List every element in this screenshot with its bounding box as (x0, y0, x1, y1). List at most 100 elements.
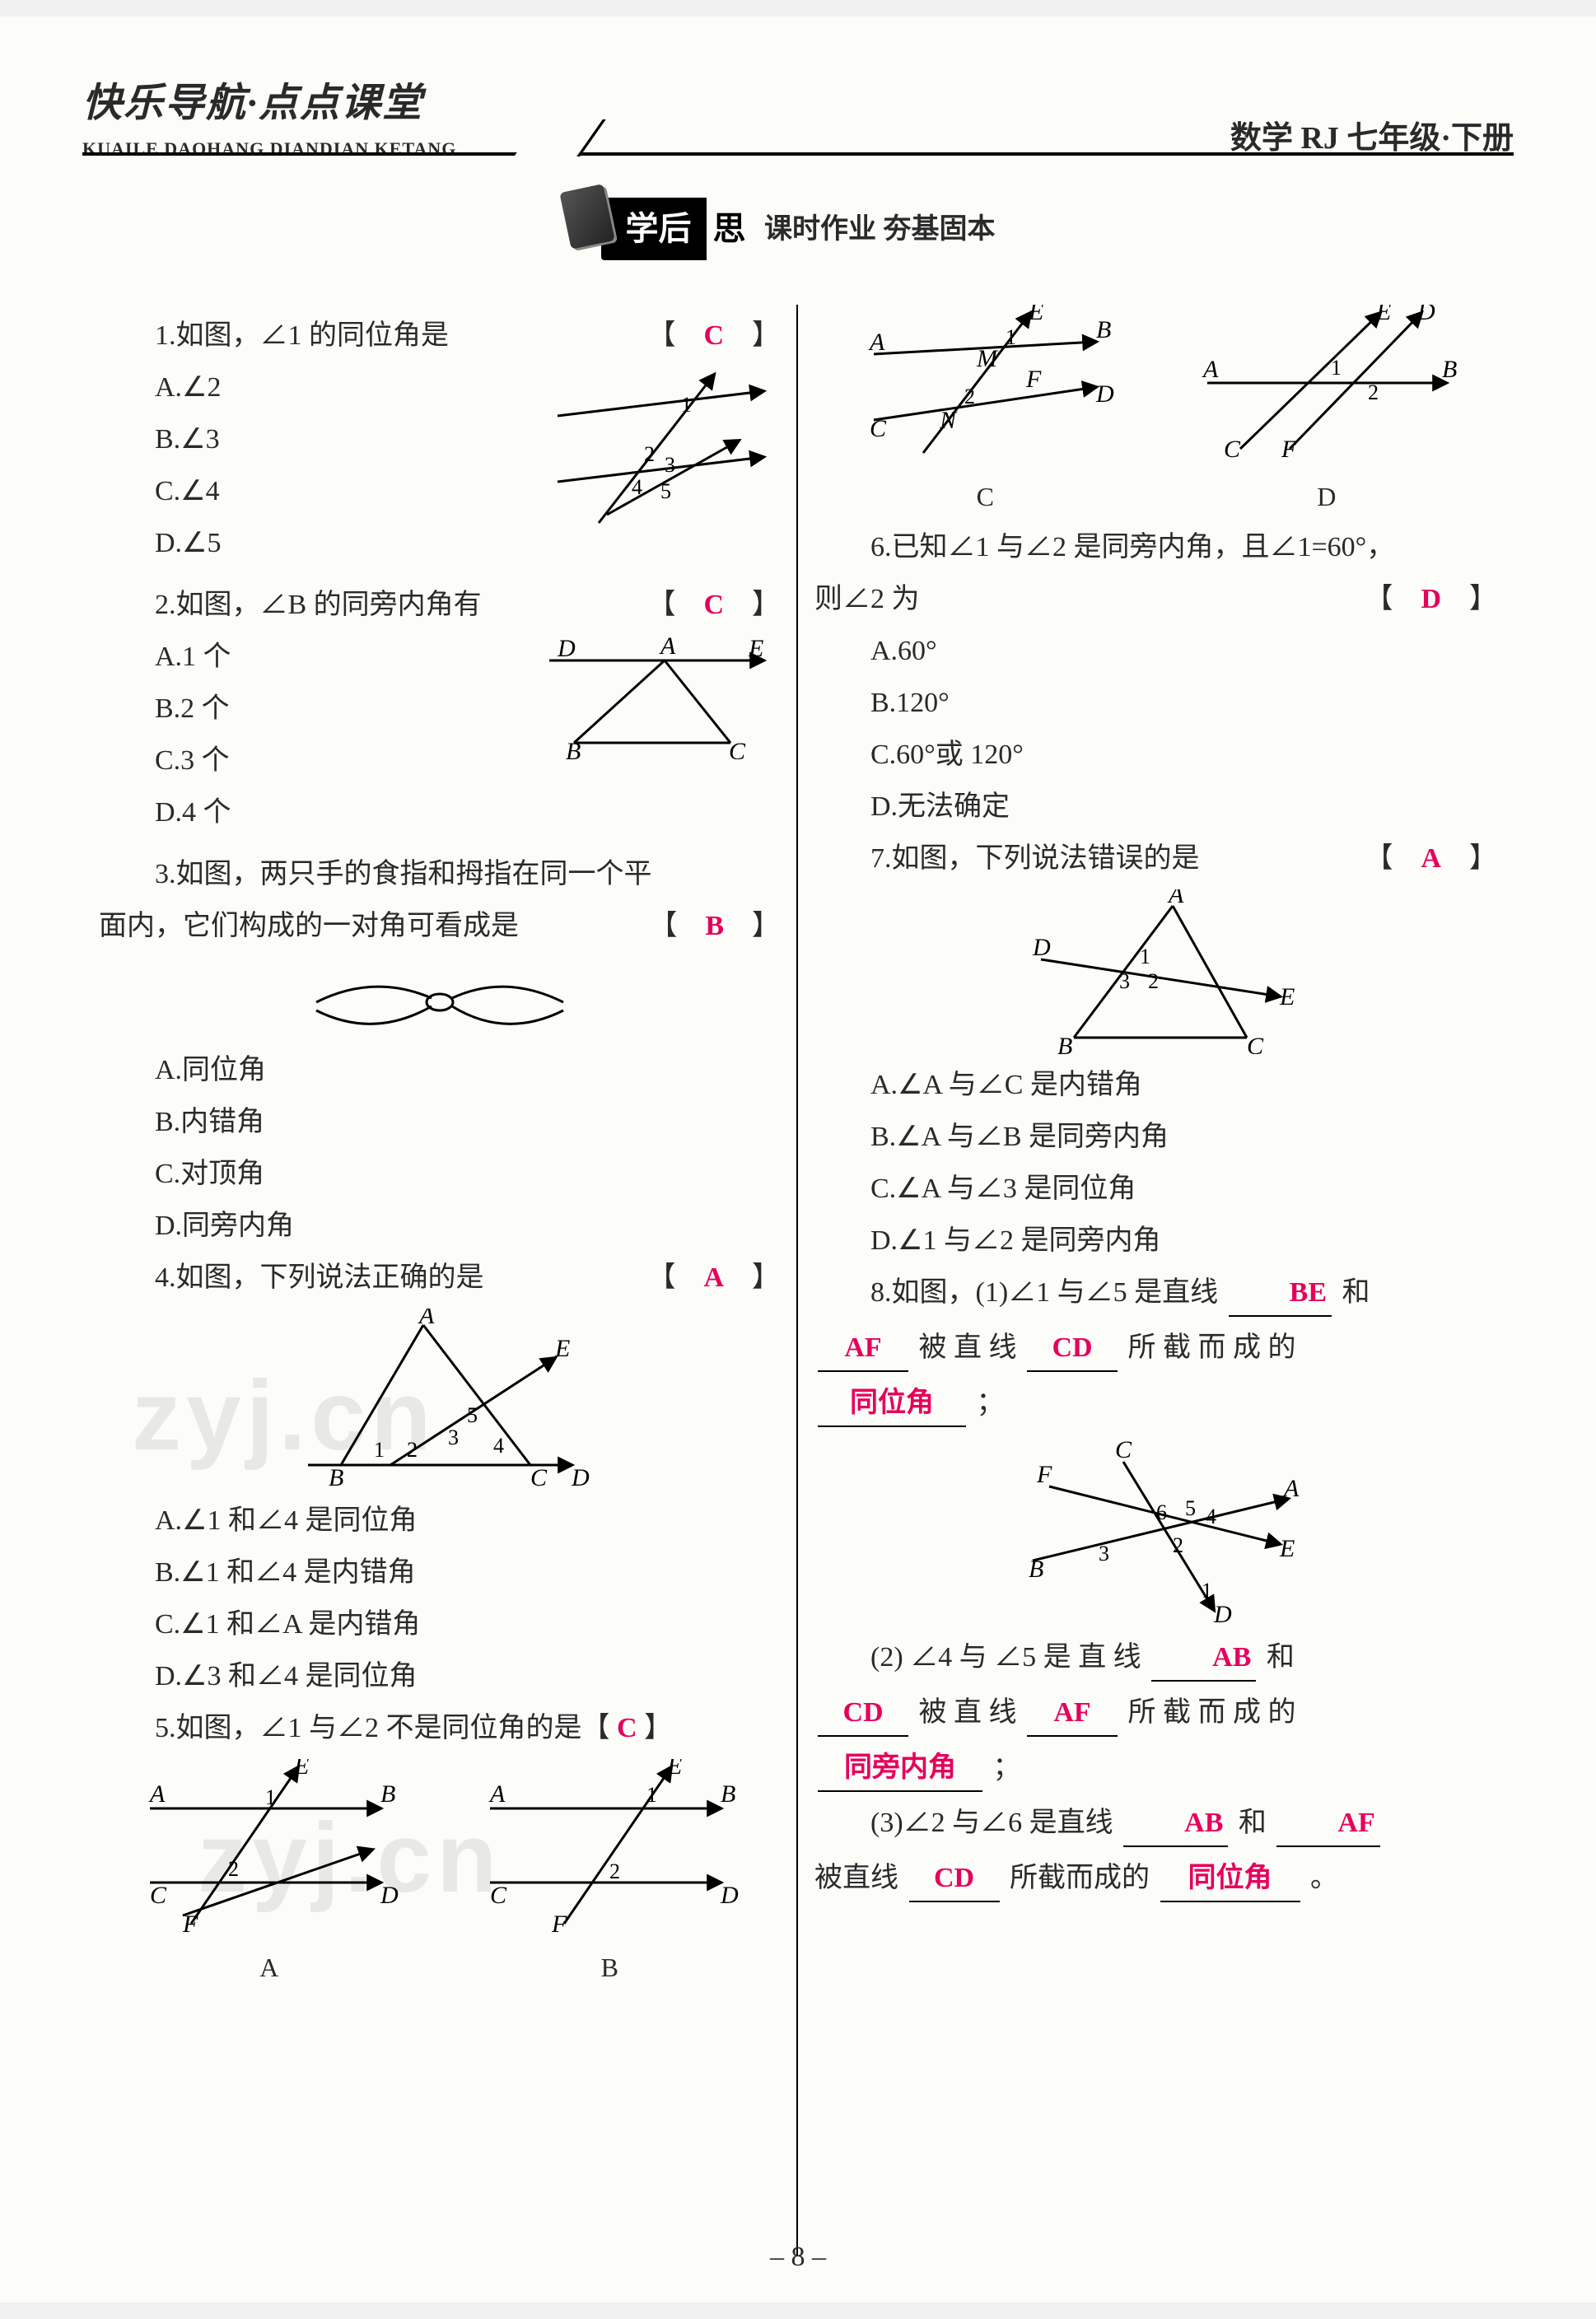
q8-p2-l3: 同旁内角 ； (814, 1747, 1497, 1792)
q8-p3-l1: (3)∠2 与∠6 是直线 AB 和 AF (814, 1802, 1497, 1847)
svg-text:4: 4 (1206, 1505, 1216, 1528)
svg-text:3: 3 (1099, 1542, 1109, 1565)
q5-fig-d: A B C D E F 1 2 (1191, 305, 1463, 461)
svg-text:E: E (1279, 983, 1295, 1010)
q8-p2-l2: CD 被 直 线 AF 所 截 而 成 的 (814, 1691, 1497, 1737)
q8-blank2: AF (818, 1327, 908, 1372)
svg-text:A: A (1202, 356, 1219, 383)
q3-opt-a: A.同位角 (155, 1049, 780, 1091)
q8-line2: AF 被 直 线 CD 所 截 而 成 的 (814, 1327, 1497, 1372)
svg-text:E: E (666, 1759, 682, 1780)
q4-opt-c: C.∠1 和∠A 是内错角 (155, 1603, 780, 1645)
banner-tag-left: 学后 (601, 198, 707, 260)
svg-text:A: A (488, 1780, 506, 1808)
svg-text:6: 6 (1156, 1500, 1167, 1524)
q6-text2: 则∠2 为 (814, 584, 920, 614)
q5-cap-d: D (1191, 477, 1463, 516)
q2-text: 2.如图，∠B 的同旁内角有 (155, 590, 482, 620)
svg-text:2: 2 (964, 385, 975, 408)
q7-figure: A B C D E 1 2 3 (1008, 889, 1304, 1054)
q6-answer: D (1421, 584, 1441, 614)
q4-figure: A E B C D 1 2 3 4 5 (283, 1309, 596, 1490)
page: 快乐导航·点点课堂 KUAILE DAOHANG DIANDIAN KETANG… (0, 16, 1596, 2303)
q8-p2e: 所 截 而 成 的 (1128, 1697, 1296, 1728)
svg-text:1: 1 (1331, 356, 1342, 380)
q5-cap-b: B (474, 1948, 745, 1987)
q7-opt-d: D.∠1 与∠2 是同旁内角 (870, 1220, 1497, 1262)
svg-text:C: C (490, 1882, 507, 1909)
svg-text:E: E (1028, 305, 1043, 325)
q6-opt-d: D.无法确定 (870, 786, 1497, 828)
q8-p2f: ； (993, 1752, 1021, 1783)
q8-p2-b3: AF (1027, 1691, 1118, 1737)
page-header: 快乐导航·点点课堂 KUAILE DAOHANG DIANDIAN KETANG… (82, 74, 1514, 173)
q8-p3a: (3)∠2 与∠6 是直线 (870, 1808, 1113, 1838)
q8-l1a: 8.如图，(1)∠1 与∠5 是直线 (870, 1277, 1218, 1308)
left-column: 1.如图，∠1 的同位角是 【 C 】 1 2 3 4 5 A.∠2 B.∠3 … (82, 305, 798, 2256)
q7-opt-b: B.∠A 与∠B 是同旁内角 (870, 1116, 1497, 1158)
svg-text:3: 3 (665, 453, 675, 477)
svg-text:5: 5 (1185, 1496, 1196, 1520)
q8-l1b: 和 (1342, 1277, 1370, 1308)
q7-opt-a: A.∠A 与∠C 是内错角 (870, 1064, 1497, 1106)
svg-text:B: B (721, 1780, 735, 1808)
q5-fig-b: A B C D E F 1 2 (474, 1759, 745, 1932)
q7-opt-c: C.∠A 与∠3 是同位角 (870, 1168, 1497, 1210)
q2-figure: D A E B C (533, 636, 780, 759)
svg-text:D: D (1095, 380, 1114, 408)
q3-opt-b: B.内错角 (155, 1101, 780, 1143)
q5-text: 5.如图，∠1 与∠2 不是同位角的是【 (155, 1713, 610, 1743)
svg-text:B: B (1442, 356, 1457, 383)
q8-l2a: 被 直 线 (919, 1332, 1017, 1363)
svg-text:C: C (1224, 436, 1241, 461)
q8-p3-l2: 被直线 CD 所截而成的 同位角 。 (814, 1857, 1497, 1902)
svg-text:F: F (1281, 436, 1297, 461)
q6-stem-l2: 则∠2 为 【 D 】 (814, 578, 1497, 620)
svg-text:C: C (729, 738, 746, 759)
q4-opt-d: D.∠3 和∠4 是同位角 (155, 1655, 780, 1697)
q8-p3-b2: AF (1276, 1802, 1379, 1847)
q3-stem-l2: 面内，它们构成的一对角可看成是 【 B 】 (99, 905, 780, 947)
q3-opt-d: D.同旁内角 (155, 1205, 780, 1247)
q8-p3-b1: AB (1123, 1802, 1228, 1847)
svg-text:F: F (551, 1911, 567, 1932)
svg-text:E: E (293, 1759, 309, 1780)
q6-opt-a: A.60° (870, 630, 1497, 672)
q8-p3c: 和 (1239, 1808, 1267, 1838)
q6-stem-l1: 6.已知∠1 与∠2 是同旁内角，且∠1=60°， (814, 526, 1497, 568)
q8-p2a: (2) ∠4 与 ∠5 是 直 线 (870, 1642, 1141, 1673)
svg-text:E: E (748, 636, 763, 662)
q8-blank3: CD (1027, 1327, 1118, 1372)
q3-stem-l1: 3.如图，两只手的食指和拇指在同一个平 (99, 853, 780, 895)
q8-p2c: 和 (1267, 1642, 1295, 1673)
q2-answer: C (703, 590, 724, 620)
section-banner: 学后思 课时作业 夯基固本 (82, 198, 1514, 264)
svg-text:1: 1 (374, 1438, 385, 1462)
svg-text:E: E (554, 1335, 570, 1362)
q8-p3d: 被直线 (814, 1863, 898, 1893)
q8-p2-b2: CD (818, 1691, 908, 1737)
svg-text:3: 3 (448, 1425, 459, 1449)
q6-opt-c: C.60°或 120° (870, 734, 1497, 776)
svg-text:5: 5 (467, 1403, 478, 1427)
svg-text:1: 1 (1140, 945, 1150, 968)
q1-text: 1.如图，∠1 的同位角是 (155, 320, 449, 351)
q5-stem: 5.如图，∠1 与∠2 不是同位角的是【 C 】 (99, 1707, 780, 1749)
q7-stem: 7.如图，下列说法错误的是 【 A 】 (814, 838, 1497, 880)
q5-figures-cd: A B C D E F M N 1 2 C (814, 305, 1497, 516)
q4-opt-a: A.∠1 和∠4 是同位角 (155, 1500, 780, 1542)
q4-stem: 4.如图，下列说法正确的是 【 A 】 (99, 1257, 780, 1299)
svg-text:B: B (380, 1780, 395, 1808)
q5-cap-a: A (133, 1948, 405, 1987)
svg-text:4: 4 (632, 475, 642, 499)
svg-text:F: F (1025, 366, 1042, 393)
svg-text:2: 2 (1173, 1533, 1183, 1557)
svg-text:2: 2 (407, 1438, 418, 1462)
svg-text:1: 1 (1202, 1579, 1212, 1603)
svg-text:B: B (566, 738, 581, 759)
q1-stem: 1.如图，∠1 的同位角是 【 C 】 (99, 315, 780, 357)
svg-text:2: 2 (644, 442, 655, 466)
q7-text: 7.如图，下列说法错误的是 (870, 843, 1200, 874)
svg-text:A: A (868, 329, 885, 356)
q4-text: 4.如图，下列说法正确的是 (155, 1262, 484, 1293)
